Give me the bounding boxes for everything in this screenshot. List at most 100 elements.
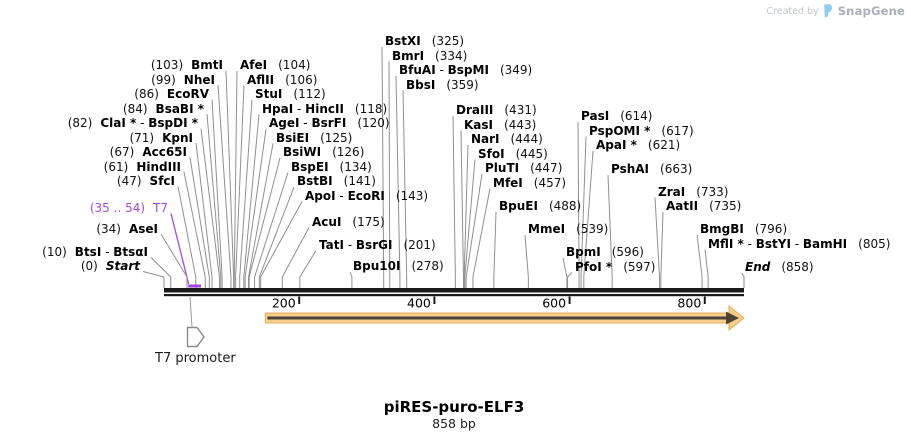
site-position: (104) [278, 58, 311, 72]
site-position: (118) [354, 101, 388, 116]
enzyme-name: AseI [128, 221, 158, 236]
enzyme-name: TatI - BsrGI [319, 237, 393, 252]
enzyme-name: EcoRV [166, 87, 209, 101]
enzyme-name: T7 [153, 201, 168, 215]
watermark-brand-text: SnapGene [837, 4, 905, 18]
enzyme-name: AfeI [240, 58, 268, 72]
site-position: (445) [515, 146, 548, 161]
enzyme-name: AgeI - BsrFI [269, 116, 347, 130]
t7-promoter-feature-label: T7 promoter [155, 351, 236, 366]
enzyme-name: PspOMI * [589, 123, 651, 138]
sequence-backbone-top [164, 288, 744, 293]
leader-line [493, 211, 497, 288]
t7-promoter-map-marker [188, 284, 202, 288]
site-position: (539) [576, 222, 609, 236]
name-separator: - [743, 236, 756, 251]
leader-line [206, 113, 222, 288]
orf-arrow-core [267, 316, 729, 320]
enzyme-label-PluTI: PluTI (447) [485, 162, 562, 174]
enzyme-name: Acc65I [142, 145, 187, 159]
t7-promoter-arrow-icon [186, 326, 205, 348]
tick-label-800: 800 [677, 296, 701, 311]
leader-line [524, 234, 529, 288]
leader-line [258, 186, 295, 288]
enzyme-name: PfoI * [575, 259, 613, 274]
site-position: (35 .. 54) [89, 201, 146, 215]
enzyme-label-MflI-BstYI-BamHI: MflI * - BstYI - BamHI (805) [708, 238, 890, 250]
enzyme-label-AseI: (34) AseI [96, 223, 158, 235]
enzyme-label-TatI-BsrGI: TatI - BsrGI (201) [319, 239, 436, 251]
site-position: (99) [151, 72, 176, 87]
enzyme-name: KpnI [162, 130, 193, 145]
site-position: (71) [129, 130, 155, 145]
enzyme-label-BfuAI-BspMI: BfuAI - BspMI (349) [399, 64, 532, 76]
site-position: (134) [339, 159, 372, 174]
enzyme-name: End [745, 260, 771, 274]
leader-line [195, 142, 213, 288]
enzyme-label-BspEI: BspEI (134) [291, 161, 372, 173]
enzyme-label-BpuEI: BpuEI (488) [499, 200, 581, 212]
enzyme-name: HindIII [136, 159, 181, 174]
leader-line [607, 174, 613, 288]
watermark-created-by-text: Created by [766, 5, 819, 17]
enzyme-label-SfoI: SfoI (445) [478, 148, 548, 160]
enzyme-label-BsiWI: BsiWI (126) [283, 146, 364, 158]
enzyme-label-NheI: (99) NheI [151, 74, 215, 86]
enzyme-label-KasI: KasI (443) [464, 119, 536, 131]
enzyme-name: BtsI - BtsαI [74, 245, 148, 259]
enzyme-label-HindIII: (61) HindIII [104, 161, 181, 173]
enzyme-name: BmrI [392, 48, 425, 63]
enzyme-label-HpaI-HincII: HpaI - HincII (118) [262, 103, 387, 115]
enzyme-label-BmtI: (103) BmtI [151, 59, 223, 71]
leader-line [217, 84, 232, 288]
site-position: (0) [80, 259, 98, 273]
leader-line [577, 121, 580, 288]
enzyme-name: AcuI [312, 214, 342, 229]
enzyme-label-AfeI: AfeI (104) [240, 59, 310, 71]
enzyme-label-AcuI: AcuI (175) [312, 216, 385, 228]
site-position: (10) [42, 245, 67, 259]
enzyme-label-AflII: AflII (106) [247, 74, 317, 86]
name-separator: - [335, 188, 348, 203]
leader-line [150, 257, 172, 288]
site-position: (597) [623, 259, 656, 274]
site-position: (325) [431, 34, 465, 48]
site-position: (735) [709, 199, 742, 213]
site-position: (447) [530, 161, 563, 175]
enzyme-label-BmgBI: BmgBI (796) [700, 223, 787, 235]
plasmid-length: 858 bp [432, 416, 476, 431]
tick-label-200: 200 [272, 296, 296, 311]
site-position: (34) [96, 221, 121, 236]
site-position: (663) [660, 162, 693, 176]
enzyme-name: ApaI * [596, 138, 637, 152]
enzyme-label-PasI: PasI (614) [581, 110, 652, 122]
enzyme-name: MflI * - BstYI - BamHI [708, 236, 848, 251]
name-separator: - [293, 101, 306, 116]
enzyme-label-ApaI: ApaI * (621) [596, 139, 680, 151]
leader-line [299, 250, 317, 288]
enzyme-name: KasI [464, 117, 494, 132]
site-position: (733) [696, 184, 729, 199]
snapgene-logo-icon [823, 4, 832, 18]
leader-line [160, 233, 188, 288]
leader-line [696, 234, 703, 288]
leader-line [464, 159, 476, 288]
site-position: (47) [116, 174, 142, 188]
site-position: (443) [504, 117, 537, 132]
site-position: (112) [293, 87, 326, 101]
tick-label-400: 400 [407, 296, 431, 311]
enzyme-name: PshAI [611, 162, 650, 176]
enzyme-label-BsiEI: BsiEI (125) [276, 132, 352, 144]
enzyme-label-AatII: AatII (735) [666, 200, 741, 212]
enzyme-name: BsiEI [276, 130, 310, 145]
enzyme-name: BbsI [406, 77, 436, 92]
enzyme-label-BsaBI: (84) BsaBI * [123, 103, 204, 115]
enzyme-name: DraIII [456, 103, 494, 117]
leader-line [580, 136, 587, 288]
site-position: (126) [332, 145, 365, 159]
site-position: (125) [320, 130, 353, 145]
enzyme-name: StuI [255, 87, 283, 101]
name-separator: - [136, 116, 149, 130]
